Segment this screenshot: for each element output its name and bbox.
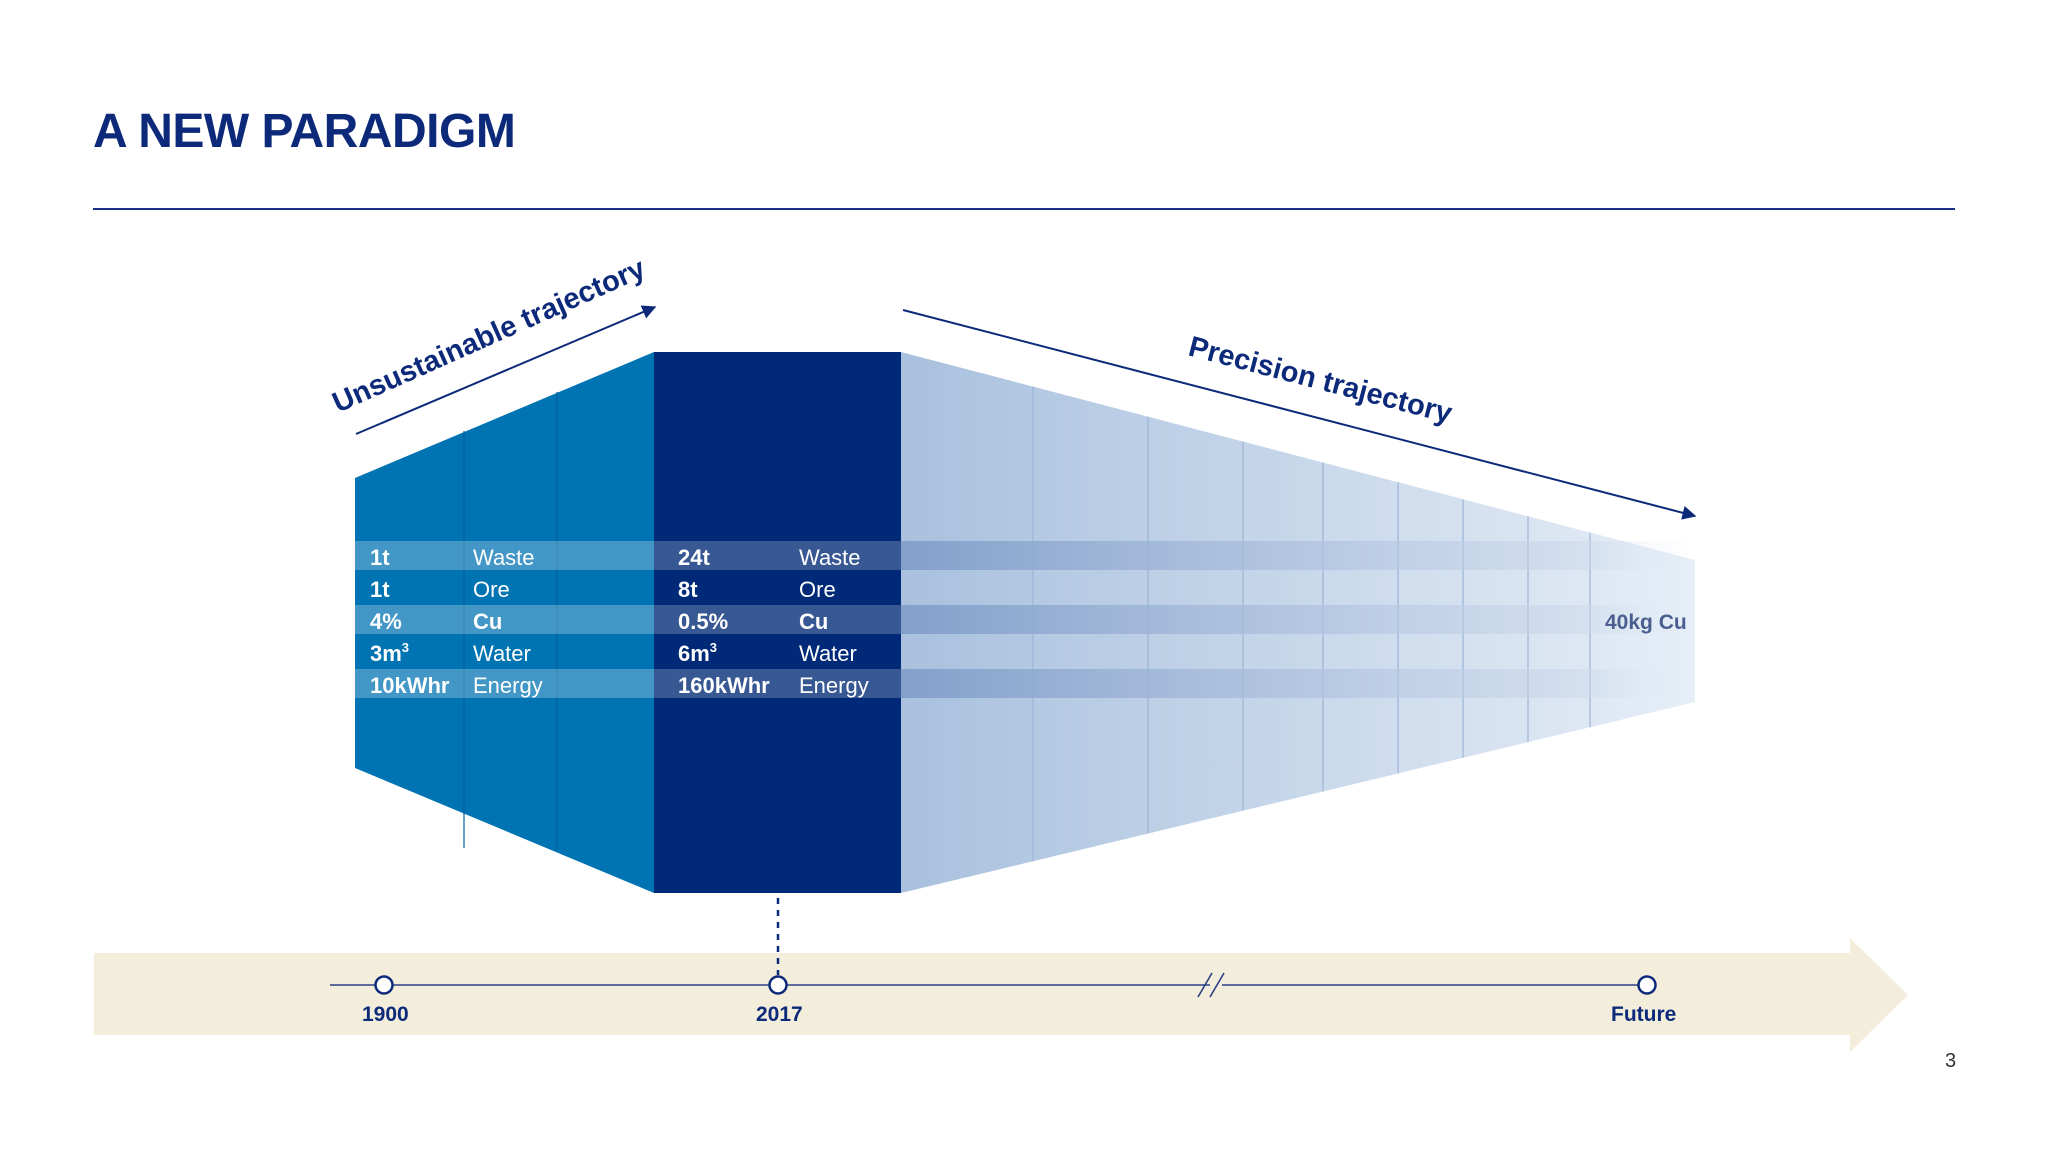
stat-1900-label: Energy: [473, 673, 543, 698]
unsustainable-arrow: [355, 305, 657, 435]
row-stripe-present: [654, 605, 901, 634]
slide-title: A NEW PARADIGM: [93, 105, 516, 158]
stat-1900-label: Ore: [473, 577, 510, 602]
stat-2017-value: 160kWhr: [678, 673, 770, 698]
stat-2017-value-superscript: 3: [709, 639, 718, 655]
stat-2017-value: 6m3: [678, 639, 718, 666]
future-copper-value: 40kg Cu: [1605, 611, 1687, 634]
stat-2017-label: Water: [799, 641, 857, 666]
timeline-band: [94, 938, 1908, 1052]
row-stripe-future: [901, 605, 1695, 634]
stat-1900-value: 3m3: [370, 639, 410, 666]
timeline-label-future: Future: [1611, 1003, 1677, 1026]
precision-arrow: [902, 309, 1697, 520]
title-divider: [93, 208, 1955, 210]
stat-1900-label: Waste: [473, 545, 535, 570]
timeline-point-1900: [374, 975, 394, 995]
timeline-point-2017: [768, 975, 788, 995]
stat-2017-value: 0.5%: [678, 609, 729, 634]
precision-label: Precision trajectory: [1185, 331, 1455, 430]
stat-1900-value: 4%: [370, 609, 402, 634]
stat-2017-label: Ore: [799, 577, 836, 602]
row-stripe-present: [654, 669, 901, 698]
stat-1900-label: Cu: [473, 609, 503, 634]
timeline-point-future: [1637, 975, 1657, 995]
stat-1900-value: 10kWhr: [370, 673, 450, 698]
row-stripe-past: [355, 669, 654, 698]
timeline-break: [1197, 972, 1213, 998]
row-stripe-future: [901, 541, 1695, 570]
stat-1900-value: 1t: [370, 577, 390, 602]
stat-1900-value: 1t: [370, 545, 390, 570]
row-stripe-future: [901, 669, 1695, 698]
past-block: [355, 352, 654, 893]
stat-2017-value: 24t: [678, 545, 710, 570]
present-block: [654, 352, 901, 893]
stat-2017-label: Energy: [799, 673, 869, 698]
stat-1900-label: Water: [473, 641, 531, 666]
stat-2017-value: 8t: [678, 577, 698, 602]
timeline-label-1900: 1900: [362, 1003, 409, 1026]
row-stripe-past: [355, 605, 654, 634]
row-stripe-present: [654, 541, 901, 570]
row-stripes: [355, 541, 1695, 698]
stat-2017-label: Waste: [799, 545, 861, 570]
stat-2017-label: Cu: [799, 609, 829, 634]
timeline-label-2017: 2017: [756, 1003, 803, 1026]
stat-1900-value-superscript: 3: [401, 639, 410, 655]
timeline-break: [1209, 972, 1225, 998]
page-number: 3: [1945, 1050, 1957, 1072]
row-stripe-past: [355, 541, 654, 570]
